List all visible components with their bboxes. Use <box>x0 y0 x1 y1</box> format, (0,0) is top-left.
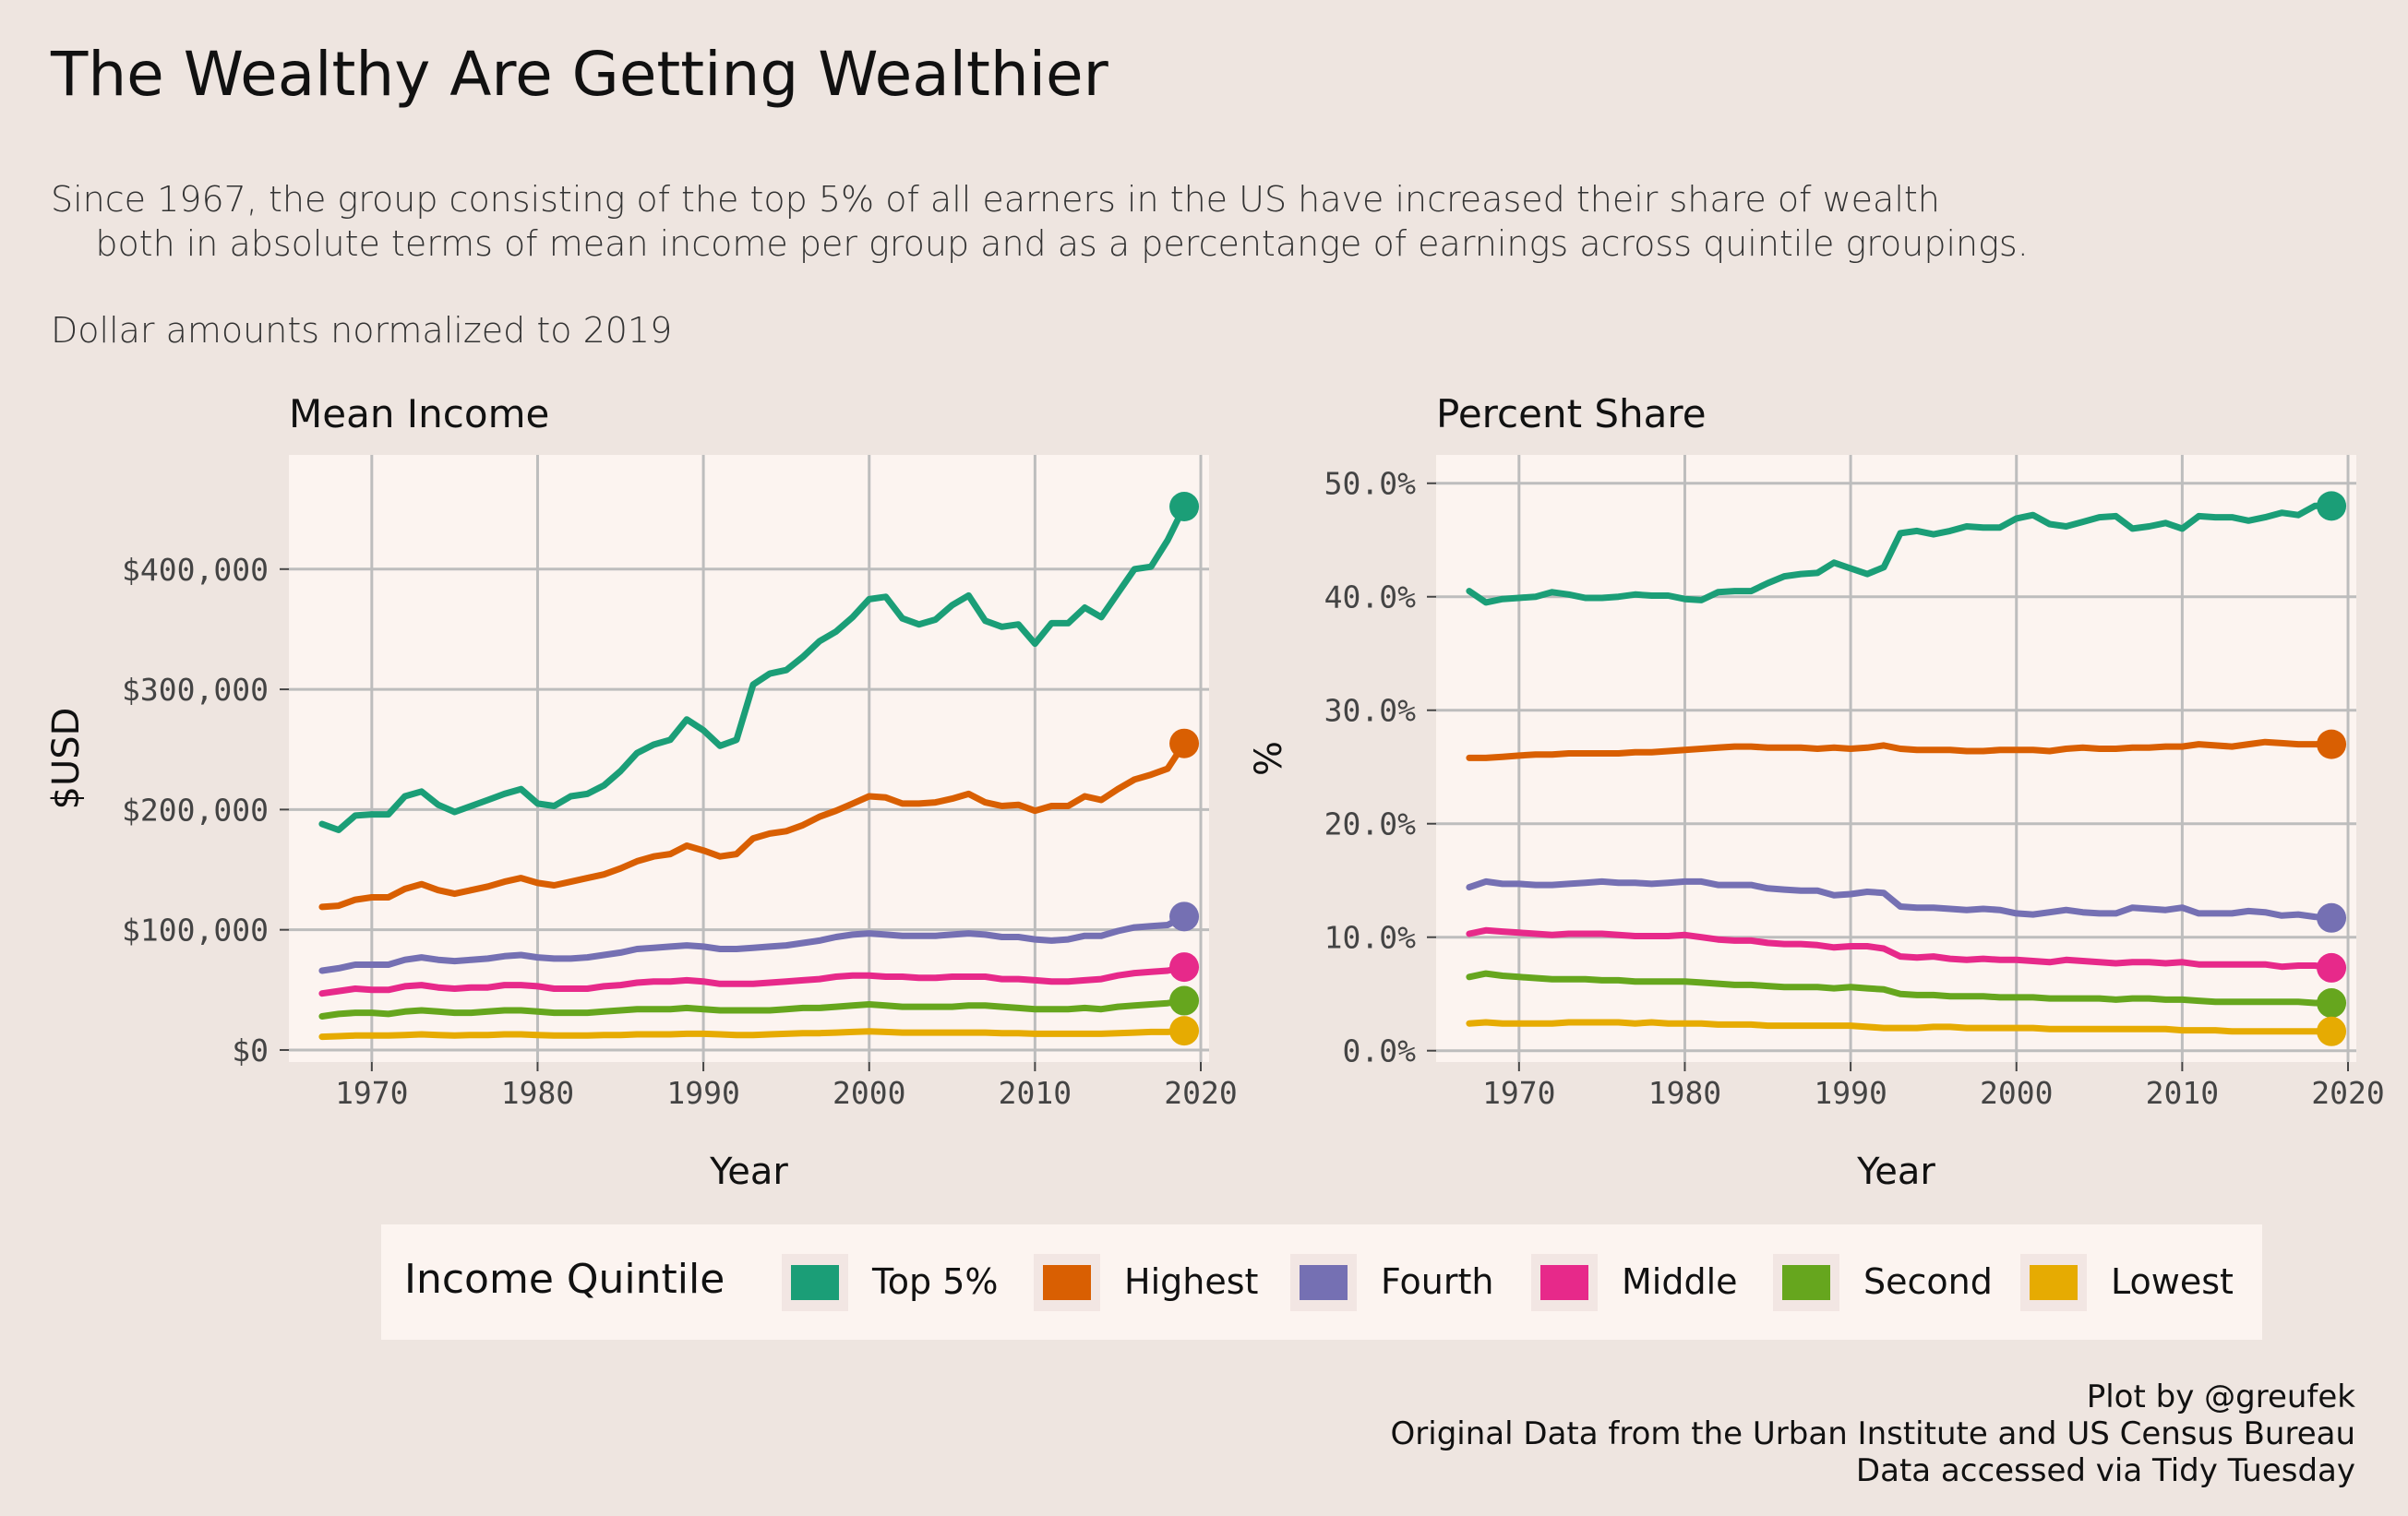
series-line-second <box>1466 970 2335 1007</box>
series-line-middle <box>318 963 1188 997</box>
x-tick-label: 1990 <box>666 1075 739 1111</box>
legend-key <box>1290 1254 1357 1311</box>
legend-key <box>1773 1254 1839 1311</box>
end-point-second <box>2317 988 2347 1019</box>
legend-key <box>2020 1254 2087 1311</box>
legend-swatch <box>1043 1265 1091 1300</box>
series-line-lowest <box>1466 1019 2335 1035</box>
legend: Income Quintile Top 5% Highest Fourth Mi… <box>381 1224 2262 1340</box>
x-tick-label: 1990 <box>1814 1075 1887 1111</box>
y-tick-label: $0 <box>232 1033 269 1068</box>
subtitle-line-1: Since 1967, the group consisting of the … <box>51 179 1940 220</box>
x-tick-label: 1980 <box>501 1075 574 1111</box>
end-point-middle <box>1169 952 1200 983</box>
plot-background <box>289 455 1209 1062</box>
series-line-middle <box>1466 926 2335 972</box>
y-tick-label: 30.0% <box>1324 693 1416 729</box>
legend-label: Fourth <box>1381 1261 1494 1302</box>
y-tick-label: 10.0% <box>1324 920 1416 956</box>
x-tick-label: 2010 <box>999 1075 1072 1111</box>
chart-panel-2: 1970 1980 1990 2000 2010 2020 0.0% 10.0% 20.0% 30… <box>1248 391 2385 1193</box>
series-line-fourth <box>318 913 1188 974</box>
legend-swatch <box>2030 1265 2078 1300</box>
x-tick-label: 1980 <box>1648 1075 1721 1111</box>
x-tick-label: 1970 <box>1482 1075 1555 1111</box>
end-point-fourth <box>2317 902 2347 933</box>
end-point-top5 <box>1169 492 1200 522</box>
end-point-fourth <box>1169 901 1200 932</box>
x-tick-label: 2000 <box>833 1075 905 1111</box>
subtitle: Since 1967, the group consisting of the … <box>51 177 2029 352</box>
x-tick-label: 2010 <box>2146 1075 2219 1111</box>
series-line-top5 <box>318 503 1188 833</box>
caption-line-1: Plot by @greufek <box>2086 1379 2355 1415</box>
x-tick-label: 2020 <box>1164 1075 1237 1111</box>
x-tick-label: 2020 <box>2311 1075 2384 1111</box>
legend-swatch <box>1782 1265 1830 1300</box>
subtitle-note: Dollar amounts normalized to 2019 <box>51 310 673 351</box>
legend-key <box>782 1254 848 1311</box>
series-line-highest <box>1466 738 2335 761</box>
y-tick-label: $200,000 <box>122 792 269 828</box>
subtitle-line-2: both in absolute terms of mean income pe… <box>51 223 2029 264</box>
series-line-highest <box>318 740 1188 911</box>
y-tick-label: 20.0% <box>1324 806 1416 842</box>
end-point-highest <box>2317 729 2347 759</box>
caption-line-3: Data accessed via Tidy Tuesday <box>1855 1452 2355 1489</box>
caption: Plot by @greufek Original Data from the … <box>1391 1379 2355 1489</box>
x-tick-label: 1970 <box>335 1075 408 1111</box>
x-axis-label: Year <box>1856 1151 1935 1193</box>
x-axis-label: Year <box>709 1151 788 1193</box>
chart-title: Percent Share <box>1436 391 1707 436</box>
legend-label: Middle <box>1622 1261 1738 1302</box>
y-tick-label: 0.0% <box>1343 1033 1417 1069</box>
legend-label: Second <box>1863 1261 1993 1302</box>
series-line-second <box>318 997 1188 1020</box>
y-tick-label: $300,000 <box>122 672 269 708</box>
legend-swatch <box>1540 1265 1588 1300</box>
end-point-highest <box>1169 728 1200 758</box>
legend-swatch <box>791 1265 839 1300</box>
legend-label: Top 5% <box>872 1261 999 1302</box>
legend-label: Lowest <box>2111 1261 2234 1302</box>
y-axis-label: $USD <box>45 708 88 810</box>
legend-title: Income Quintile <box>404 1256 725 1303</box>
plot-background <box>1436 455 2356 1062</box>
y-tick-label: 40.0% <box>1324 579 1416 615</box>
legend-key <box>1531 1254 1598 1311</box>
end-point-second <box>1169 985 1200 1016</box>
series-line-fourth <box>1466 877 2335 922</box>
y-tick-label: $400,000 <box>122 552 269 588</box>
end-point-middle <box>2317 952 2347 983</box>
y-axis-label: % <box>1248 741 1290 776</box>
legend-swatch <box>1300 1265 1348 1300</box>
end-point-top5 <box>2317 491 2347 521</box>
y-tick-label: $100,000 <box>122 913 269 949</box>
legend-label: Highest <box>1124 1261 1259 1302</box>
chart-title: Mean Income <box>289 391 549 436</box>
end-point-lowest <box>2317 1016 2347 1046</box>
series-line-lowest <box>318 1027 1188 1041</box>
x-tick-label: 2000 <box>1980 1075 2053 1111</box>
caption-line-2: Original Data from the Urban Institute a… <box>1390 1415 2355 1452</box>
series-line-top5 <box>1466 502 2335 606</box>
legend-key <box>1034 1254 1100 1311</box>
end-point-lowest <box>1169 1016 1200 1046</box>
page-title: The Wealthy Are Getting Wealthier <box>51 39 1108 110</box>
y-tick-label: 50.0% <box>1324 466 1416 502</box>
chart-panel-1: 1970 1980 1990 2000 2010 2020 $0 $100,000 $200,0… <box>45 391 1238 1193</box>
